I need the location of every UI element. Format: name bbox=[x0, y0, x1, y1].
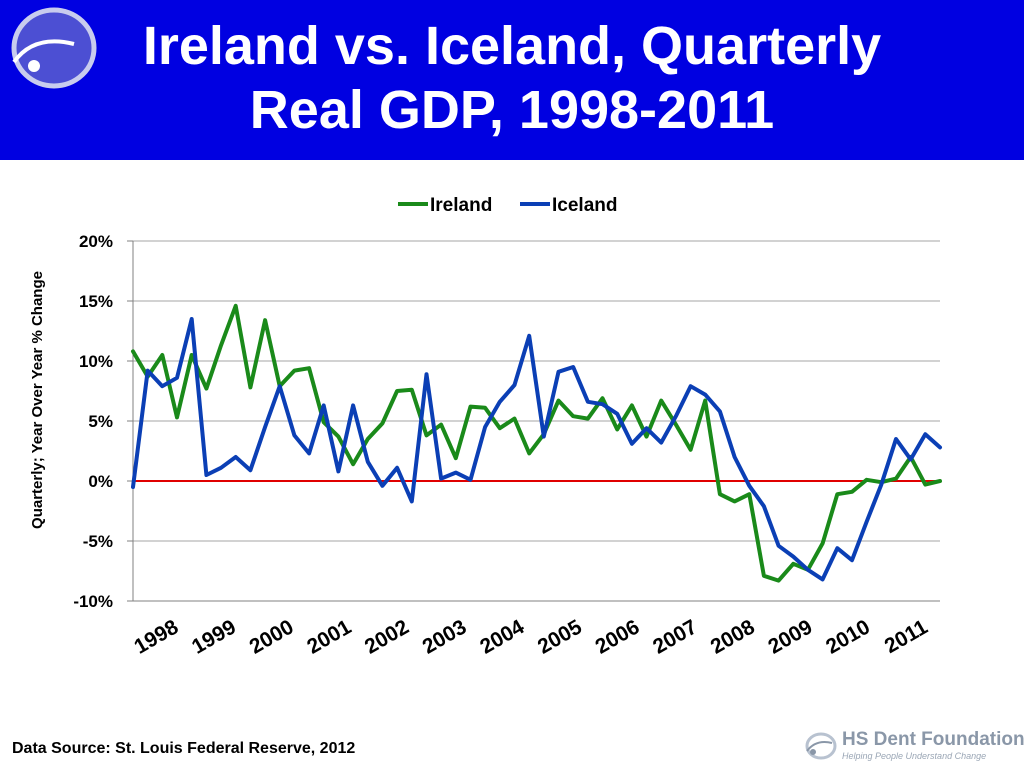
x-tick-label: 2008 bbox=[707, 615, 759, 658]
axes bbox=[127, 240, 940, 602]
x-tick-label: 2002 bbox=[361, 615, 413, 658]
x-tick-label: 2000 bbox=[246, 615, 298, 658]
y-tick-label: 10% bbox=[79, 352, 113, 371]
y-tick-label: -10% bbox=[73, 592, 113, 611]
gdp-line-chart: 20%15%10%5%0%-5%-10% 1998 1999 2000 2001 200… bbox=[29, 195, 942, 659]
y-tick-labels: 20% 15% 10% 5% 0% -5% -10% bbox=[73, 232, 113, 611]
x-tick-label: 2009 bbox=[764, 615, 816, 658]
legend-label-iceland: Iceland bbox=[552, 195, 617, 216]
legend-label-ireland: Ireland bbox=[430, 195, 492, 216]
y-axis-label: Quarterly; Year Over Year % Change bbox=[29, 271, 46, 529]
y-tick-label: 0% bbox=[88, 472, 113, 491]
x-tick-label: 2010 bbox=[822, 615, 874, 658]
x-tick-label: 2003 bbox=[419, 615, 471, 658]
series-lines bbox=[131, 303, 942, 583]
slide-title-line-2: Real GDP, 1998-2011 bbox=[249, 80, 775, 140]
x-tick-label: 1998 bbox=[130, 615, 182, 658]
footer-logo-tagline: Helping People Understand Change bbox=[842, 751, 987, 761]
title-band: Ireland vs. Iceland, Quarterly Real GDP,… bbox=[0, 0, 1024, 160]
y-tick-label: 5% bbox=[88, 412, 113, 431]
legend: Ireland Iceland bbox=[398, 195, 617, 216]
data-source-note: Data Source: St. Louis Federal Reserve, … bbox=[12, 740, 356, 757]
x-tick-label: 2001 bbox=[303, 615, 355, 658]
x-tick-label: 2007 bbox=[649, 615, 701, 658]
y-tick-label: 15% bbox=[79, 292, 113, 311]
x-tick-label: 2005 bbox=[534, 615, 586, 658]
y-tick-label: -5% bbox=[83, 532, 113, 551]
footer-logo: HS Dent Foundation Helping People Unders… bbox=[800, 727, 1024, 767]
x-tick-label: 2006 bbox=[592, 615, 644, 658]
y-tick-label: 20% bbox=[79, 232, 113, 251]
x-tick-label: 2011 bbox=[881, 615, 932, 658]
slide-title: Ireland vs. Iceland, Quarterly Real GDP,… bbox=[40, 14, 984, 142]
slide-title-line-1: Ireland vs. Iceland, Quarterly bbox=[142, 16, 882, 76]
foundation-logo-icon bbox=[11, 7, 97, 89]
series-line-iceland bbox=[131, 317, 942, 582]
x-tick-label: 1999 bbox=[188, 615, 240, 658]
foundation-logo-small-icon bbox=[805, 732, 837, 760]
x-tick-labels: 1998 1999 2000 2001 2002 2003 2004 2005 2006 2007… bbox=[130, 615, 932, 658]
x-tick-label: 2004 bbox=[476, 615, 528, 658]
series-line-ireland bbox=[131, 303, 942, 583]
footer-logo-name: HS Dent Foundation bbox=[842, 729, 1024, 750]
